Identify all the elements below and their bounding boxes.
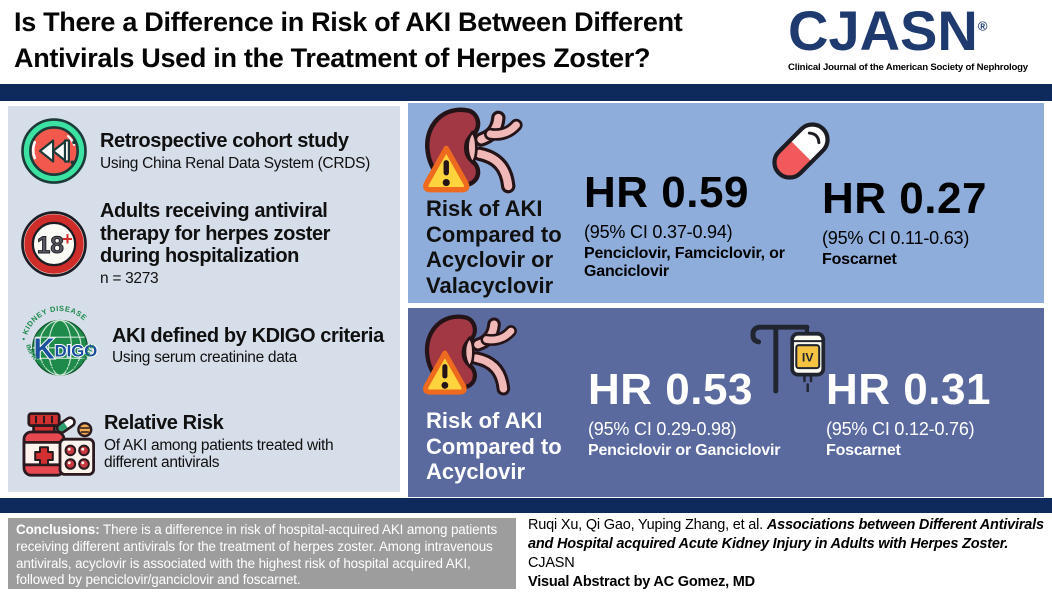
svg-text:KDIGO: KDIGO bbox=[34, 333, 98, 365]
age-plus-text: + bbox=[62, 229, 73, 249]
method-subtitle-study-design: Using China Renal Data System (CRDS) bbox=[100, 154, 371, 172]
footer-divider-bar bbox=[0, 498, 1052, 513]
cjasn-logo: CJASN® Clinical Journal of the American … bbox=[788, 0, 1046, 73]
confidence-interval: (95% CI 0.12-0.76) bbox=[826, 419, 975, 439]
comparison-label-oral: Risk of AKI Compared to Acyclovir or Val… bbox=[426, 196, 562, 299]
drug-names: Foscarnet bbox=[822, 251, 897, 268]
hazard-ratio-value: HR 0.59 bbox=[584, 168, 749, 217]
citation-article-title: Associations between Different Antiviral… bbox=[528, 517, 1044, 552]
confidence-interval: (95% CI 0.29-0.98) bbox=[588, 419, 737, 439]
methods-panel: Retrospective cohort study Using China R… bbox=[8, 106, 400, 492]
method-row-outcome: Relative Risk Of AKI among patients trea… bbox=[16, 404, 390, 480]
logo-text: CJASN bbox=[788, 0, 978, 62]
rewind-icon bbox=[16, 116, 92, 186]
logo-subtitle: Clinical Journal of the American Society… bbox=[788, 61, 1028, 73]
header-divider-bar bbox=[0, 84, 1052, 101]
iv-label-text: IV bbox=[802, 351, 814, 365]
finding-penciclovir-group: HR 0.59 (95% CI 0.37-0.94) Penciclovir, … bbox=[584, 171, 816, 282]
logo-wordmark: CJASN® bbox=[788, 0, 1046, 62]
hazard-ratio-value: HR 0.53 bbox=[588, 365, 753, 414]
method-row-study-design: Retrospective cohort study Using China R… bbox=[16, 116, 390, 186]
kdigo-digo-text: DIGO bbox=[55, 341, 98, 360]
method-row-aki-definition: KDIGO • KIDNEY DISEASE IMPROVING GLOBAL … bbox=[16, 302, 390, 390]
kidney-aki-warning-icon bbox=[422, 107, 528, 202]
age-18-text: 18 bbox=[37, 232, 64, 259]
method-title-outcome: Relative Risk bbox=[104, 412, 224, 435]
conclusions-box: Conclusions: There is a difference in ri… bbox=[8, 518, 516, 589]
hazard-ratio-value: HR 0.31 bbox=[826, 365, 991, 414]
conclusions-text: There is a difference in risk of hospita… bbox=[16, 522, 498, 588]
warning-triangle-icon bbox=[423, 145, 470, 193]
kidney-aki-warning-icon bbox=[422, 314, 522, 404]
age-18-plus-icon: 18 + bbox=[16, 208, 92, 280]
results-panel-vs-acyclovir-valacyclovir: Risk of AKI Compared to Acyclovir or Val… bbox=[408, 103, 1044, 303]
hazard-ratio-value: HR 0.27 bbox=[822, 174, 987, 223]
method-subtitle-population: n = 3273 bbox=[100, 269, 159, 287]
medicine-bottle-icon bbox=[16, 404, 96, 480]
drug-names: Penciclovir, Famciclovir, or Ganciclovir bbox=[584, 245, 785, 281]
warning-triangle-icon bbox=[423, 350, 467, 395]
method-row-population: 18 + Adults receiving antiviral therapy … bbox=[16, 200, 390, 287]
drug-names: Penciclovir or Ganciclovir bbox=[588, 442, 781, 459]
method-subtitle-aki-definition: Using serum creatinine data bbox=[112, 349, 297, 367]
finding-foscarnet-oral: HR 0.27 (95% CI 0.11-0.63) Foscarnet bbox=[822, 177, 987, 269]
iv-bag-icon: IV bbox=[748, 312, 838, 403]
citation: Ruqi Xu, Qi Gao, Yuping Zhang, et al. As… bbox=[528, 516, 1050, 591]
conclusions-label: Conclusions: bbox=[16, 522, 100, 537]
confidence-interval: (95% CI 0.11-0.63) bbox=[822, 228, 970, 248]
finding-foscarnet-iv: HR 0.31 (95% CI 0.12-0.76) Foscarnet bbox=[826, 368, 991, 460]
registered-mark: ® bbox=[977, 18, 988, 34]
citation-credit: Visual Abstract by AC Gomez, MD bbox=[528, 573, 755, 590]
method-title-study-design: Retrospective cohort study bbox=[100, 130, 349, 153]
finding-penciclovir-ganciclovir: HR 0.53 (95% CI 0.29-0.98) Penciclovir o… bbox=[588, 368, 848, 460]
method-subtitle-outcome: Of AKI among patients treated with diffe… bbox=[104, 436, 334, 472]
citation-authors: Ruqi Xu, Qi Gao, Yuping Zhang, et al. bbox=[528, 517, 763, 533]
kdigo-logo: KDIGO • KIDNEY DISEASE IMPROVING GLOBAL … bbox=[16, 302, 104, 390]
confidence-interval: (95% CI 0.37-0.94) bbox=[584, 222, 733, 242]
citation-journal: CJASN bbox=[528, 554, 575, 571]
method-title-aki-definition: AKI defined by KDIGO criteria bbox=[112, 324, 384, 347]
drug-names: Foscarnet bbox=[826, 442, 901, 459]
method-title-population: Adults receiving antiviral therapy for h… bbox=[100, 200, 331, 268]
page-title: Is There a Difference in Risk of AKI Bet… bbox=[14, 7, 683, 73]
kdigo-k-text: K bbox=[34, 333, 55, 365]
results-panel-vs-acyclovir-iv: Risk of AKI Compared to Acyclovir HR 0.5… bbox=[408, 308, 1044, 497]
pill-capsule-icon bbox=[760, 113, 842, 194]
comparison-label-iv: Risk of AKI Compared to Acyclovir bbox=[426, 408, 562, 485]
